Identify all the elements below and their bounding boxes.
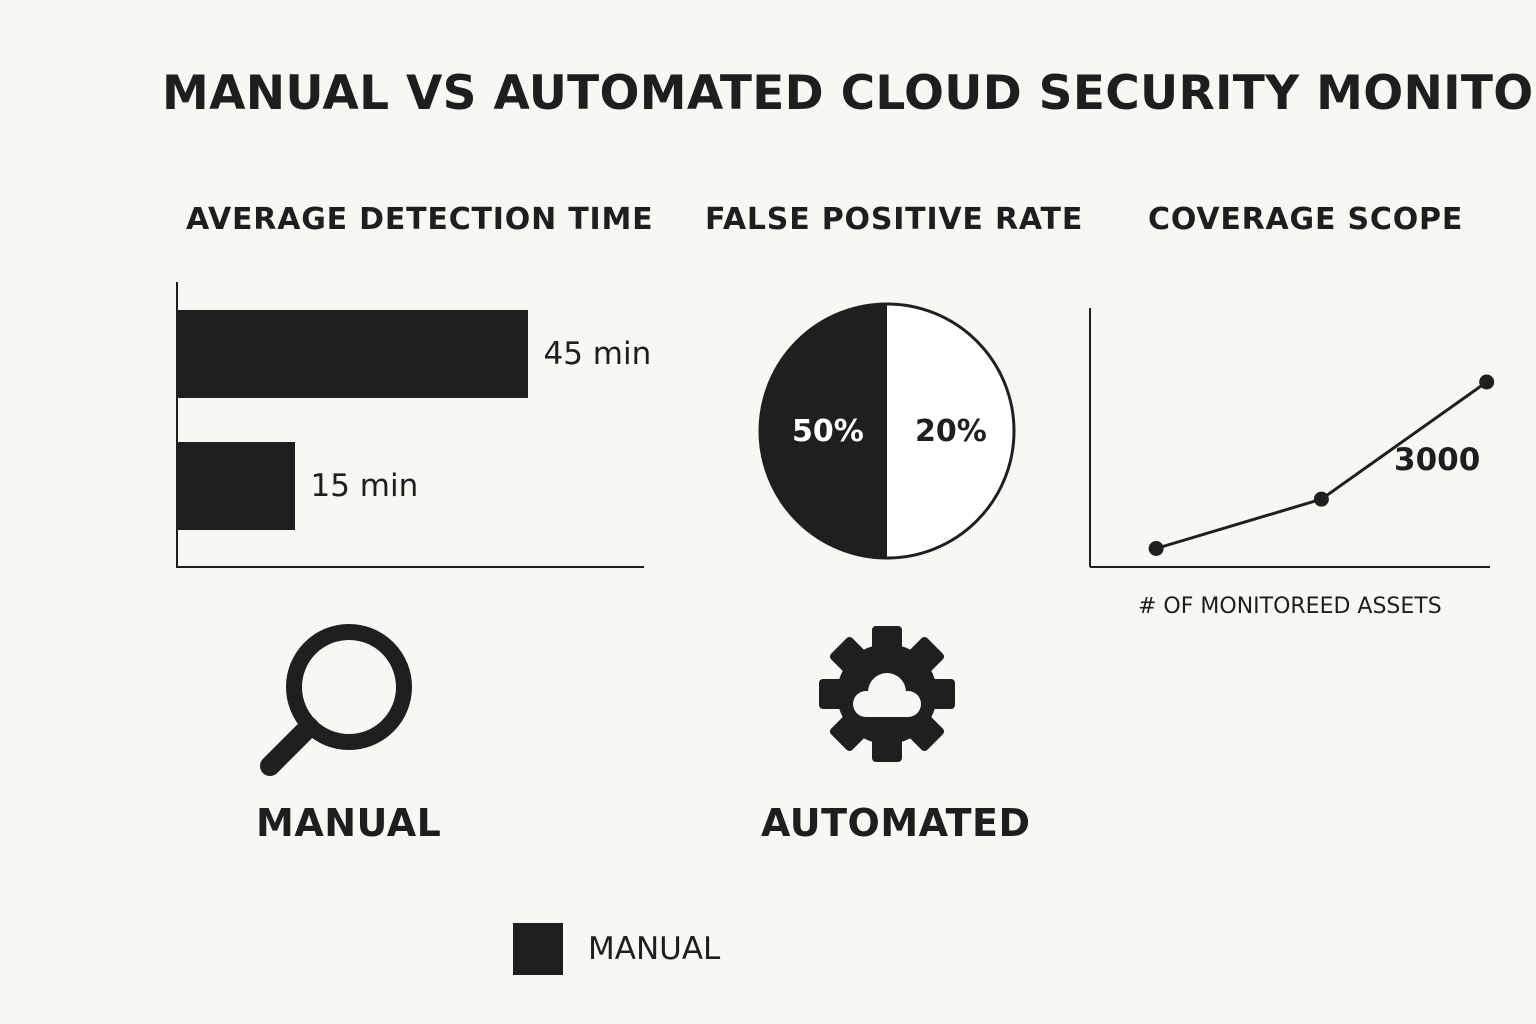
bar-label-automated-detection: 15 min	[310, 468, 419, 504]
page-title: MANUAL VS AUTOMATED CLOUD SECURITY MONIT…	[162, 66, 1536, 121]
detection-time-x-axis	[176, 566, 644, 568]
coverage-x-label: # OF MONITOREED ASSETS	[1138, 594, 1442, 619]
pie-slice-automated	[887, 304, 1014, 558]
pie-slice-manual	[760, 304, 887, 558]
coverage-point-2	[1313, 491, 1329, 507]
detection-time-title: AVERAGE DETECTION TIME	[186, 202, 654, 237]
coverage-annotation: 3000	[1394, 442, 1481, 478]
bar-manual-detection	[178, 310, 528, 398]
coverage-scope-title: COVERAGE SCOPE	[1148, 202, 1464, 237]
legend-swatch-manual	[513, 923, 563, 975]
pie-label-automated: 20%	[915, 414, 987, 449]
gear-cloud-icon	[819, 626, 955, 762]
manual-label: MANUAL	[256, 801, 442, 845]
detection-time-y-axis	[176, 282, 178, 568]
automated-label: AUTOMATED	[761, 801, 1031, 845]
coverage-point-1	[1148, 541, 1164, 556]
magnifying-glass-icon	[260, 624, 412, 776]
pie-outline	[758, 302, 1016, 560]
coverage-line-chart	[1089, 308, 1495, 568]
pie-label-manual: 50%	[792, 414, 864, 449]
coverage-point-3	[1479, 374, 1495, 390]
bar-label-manual-detection: 45 min	[543, 336, 652, 372]
bar-automated-detection	[178, 442, 295, 530]
legend-label-manual: MANUAL	[588, 931, 721, 967]
false-positive-title: FALSE POSITIVE RATE	[705, 202, 1084, 237]
false-positive-pie	[758, 302, 1016, 560]
